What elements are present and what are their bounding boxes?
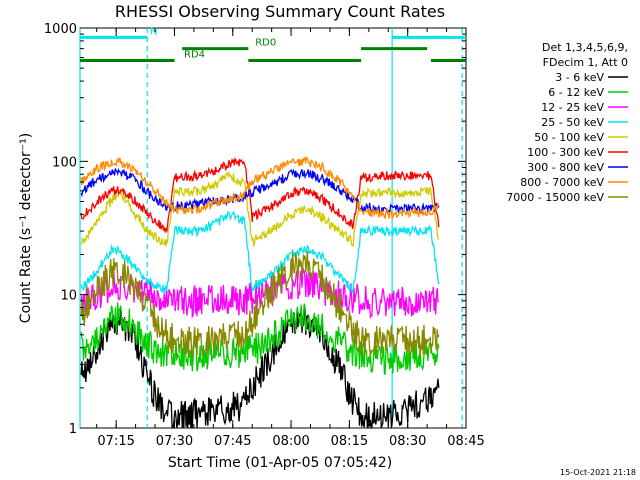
- series-line-0: [80, 305, 440, 429]
- x-tick-label-4: 08:15: [331, 434, 368, 449]
- series-line-1: [80, 302, 440, 376]
- series-line-3: [80, 210, 440, 296]
- legend-entry-5: 100 - 300 keV: [527, 146, 604, 159]
- legend-header-1: FDecim 1, Att 0: [543, 56, 628, 69]
- x-tick-label-3: 08:00: [272, 434, 309, 449]
- legend-entry-4: 50 - 100 keV: [534, 131, 604, 144]
- legend-entry-7: 800 - 7000 keV: [520, 176, 604, 189]
- x-tick-label-0: 07:15: [97, 434, 134, 449]
- series-line-5: [80, 156, 440, 234]
- series-line-4: [80, 170, 440, 248]
- x-tick-label-1: 07:30: [156, 434, 193, 449]
- legend-entry-0: 3 - 6 keV: [555, 71, 604, 84]
- y-axis-label: Count Rate (s⁻¹ detector⁻¹): [18, 133, 34, 323]
- y-axis: 1 10 100 1000: [44, 22, 466, 437]
- legend-entry-6: 300 - 800 keV: [527, 161, 604, 174]
- y-tick-label-2: 100: [52, 155, 77, 170]
- series-line-6: [80, 167, 440, 215]
- footer-timestamp: 15-Oct-2021 21:18: [560, 468, 636, 477]
- annotation-label-2: RD0: [255, 38, 276, 49]
- annotation-label-4: RD4: [184, 50, 205, 61]
- x-tick-label-5: 08:30: [389, 434, 426, 449]
- y-tick-label-3: 1000: [44, 22, 77, 37]
- legend: Det 1,3,4,5,6,9, FDecim 1, Att 0 3 - 6 keV…: [506, 41, 628, 204]
- annotation-label-0: N: [150, 26, 157, 37]
- legend-header-0: Det 1,3,4,5,6,9,: [542, 41, 628, 54]
- plot-area: N RD0 RD4: [79, 26, 467, 429]
- x-tick-label-6: 08:45: [447, 434, 484, 449]
- x-axis-label: Start Time (01-Apr-05 07:05:42): [168, 455, 392, 471]
- y-tick-label-1: 10: [60, 289, 77, 304]
- series-line-8: [80, 250, 440, 357]
- x-tick-label-2: 07:45: [214, 434, 251, 449]
- legend-entry-3: 25 - 50 keV: [541, 116, 604, 129]
- series-line-7: [80, 156, 439, 221]
- chart-title: RHESSI Observing Summary Count Rates: [115, 2, 445, 21]
- y-tick-label-0: 1: [69, 422, 77, 437]
- legend-entry-8: 7000 - 15000 keV: [506, 191, 604, 204]
- legend-entry-2: 12 - 25 keV: [541, 101, 604, 114]
- x-axis: 07:15 07:30 07:45 08:00 08:15 08:30 08:45: [96, 28, 485, 449]
- legend-entry-1: 6 - 12 keV: [548, 86, 604, 99]
